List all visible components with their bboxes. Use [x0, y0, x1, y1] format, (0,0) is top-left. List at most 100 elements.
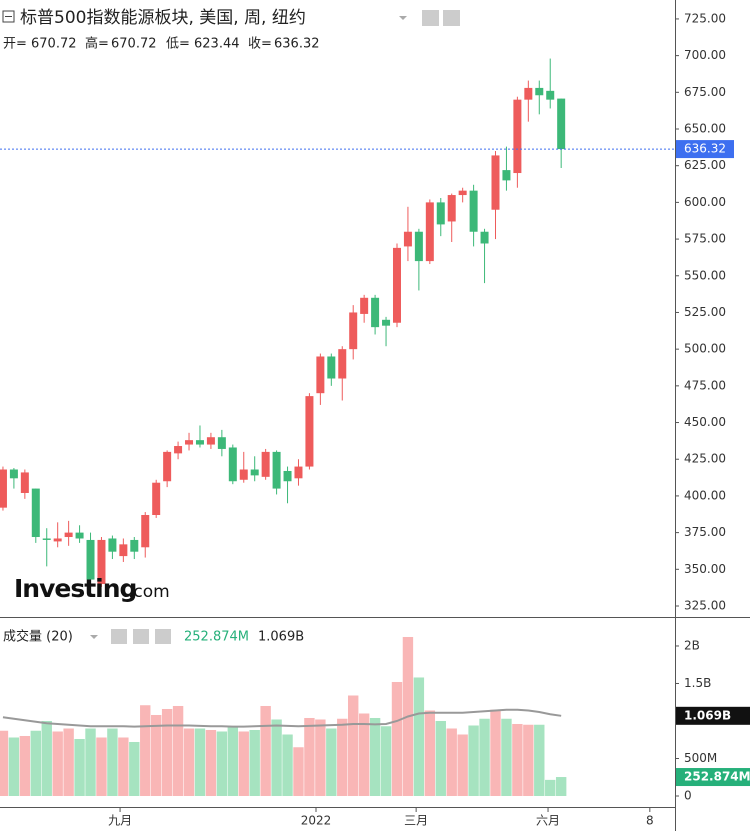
x-tick-label: 六月 [536, 814, 560, 828]
candle-body [152, 482, 161, 515]
ohlc-label: 高= [85, 36, 109, 52]
logo-suffix: .com [128, 582, 170, 602]
volume-bar [150, 714, 162, 796]
volume-bar [468, 725, 479, 796]
ohlc-value: 670.72 [31, 37, 77, 52]
volume-value: 252.874M [184, 630, 249, 645]
x-tick-label: 2022 [301, 814, 332, 828]
ma-line [2, 708, 562, 728]
candle-body [42, 538, 51, 540]
volume-bar [118, 737, 129, 796]
volume-bar [358, 713, 370, 796]
candle-body [195, 440, 204, 445]
settings-icon[interactable] [443, 10, 460, 26]
volume-bar [8, 737, 20, 796]
y-tick-label: 600.00 [684, 195, 726, 209]
volume-bar [85, 728, 96, 796]
candle-body [480, 231, 489, 244]
volume-bar [490, 709, 501, 796]
y-tick-label: 0 [684, 788, 692, 802]
candle-body [360, 297, 369, 314]
candle-body [53, 538, 62, 542]
x-tick-label: 三月 [404, 814, 428, 828]
volume-bar [260, 705, 271, 796]
eye-icon[interactable] [422, 10, 439, 26]
volume-bar [271, 719, 282, 796]
candle-body [283, 470, 292, 482]
close-icon[interactable] [155, 629, 171, 644]
eye-icon[interactable] [111, 629, 127, 644]
candle-body [141, 514, 150, 548]
candle-body [382, 319, 391, 326]
y-tick-label: 350.00 [684, 562, 726, 576]
candle-body [469, 190, 478, 232]
y-tick-label: 375.00 [684, 525, 726, 539]
ohlc-label: 低= [166, 37, 190, 52]
candle-body [546, 90, 555, 100]
volume-bar [523, 724, 534, 796]
candle-body [0, 469, 7, 508]
plot: 九月 2022 三月 六月 8 325.00 350.00 375.00 400.00 425.0… [0, 11, 750, 828]
y-tick-label: 500M [684, 751, 717, 765]
candle-body [436, 202, 445, 225]
volume-bar [457, 734, 468, 796]
volume-bar [293, 747, 304, 796]
y-tick-label: 400.00 [684, 488, 726, 502]
candle-body [447, 195, 456, 222]
volume-bar [479, 718, 490, 796]
volume-bar [183, 728, 195, 796]
candle-body [327, 356, 336, 379]
volume-bar [326, 728, 337, 796]
volume-bar [129, 741, 140, 796]
volume-bar [413, 677, 425, 796]
ma-value: 1.069B [258, 630, 304, 645]
candle-body [31, 488, 40, 538]
candle-body [250, 469, 259, 476]
candle-body [371, 297, 380, 328]
dropdown-icon[interactable] [90, 635, 98, 639]
candle-body [425, 202, 434, 262]
candle-body [491, 155, 500, 210]
volume-bar [41, 720, 52, 796]
volume-bar [140, 705, 151, 796]
volume-bar [172, 705, 184, 796]
candle-body [86, 539, 95, 580]
collapse-icon[interactable] [2, 10, 15, 23]
ohlc-header: 开= 670.72 高= 670.72 低= 623.44 收= 636.32 [3, 36, 320, 52]
y-tick-label: 500.00 [684, 342, 726, 356]
candle-body [261, 451, 270, 477]
candle-body [349, 312, 358, 350]
candle-body [217, 437, 226, 449]
volume-bar [205, 729, 217, 796]
volume-bar [391, 681, 403, 796]
volume-bar [424, 710, 436, 796]
price-label: 636.32 [684, 142, 726, 156]
volume-bar [545, 779, 556, 796]
volume-bar [348, 695, 359, 796]
candle-body [524, 87, 533, 100]
ohlc-label: 收= [248, 37, 272, 52]
volume-bar [380, 726, 392, 796]
current-value-label: 1.069B [684, 708, 731, 722]
volume-bar [238, 731, 249, 796]
volume-bar [194, 728, 206, 796]
x-tick-label: 8 [646, 814, 654, 828]
volume-bar [304, 717, 315, 796]
candle-body [185, 440, 194, 445]
y-tick-label: 725.00 [684, 11, 726, 25]
volume-bar [19, 735, 31, 796]
y-tick-label: 425.00 [684, 452, 726, 466]
settings-icon[interactable] [133, 629, 149, 644]
candle-body [64, 532, 73, 538]
volume-bar [315, 719, 326, 796]
x-tick-label: 九月 [108, 814, 132, 828]
y-tick-label: 1.5B [684, 676, 711, 690]
y-tick-label: 2B [684, 638, 700, 652]
volume-bar [161, 708, 173, 796]
volume-bar [96, 737, 107, 796]
candle-body [414, 231, 423, 262]
dropdown-icon[interactable] [399, 16, 407, 20]
volume-bar [446, 728, 457, 796]
candle-body [294, 466, 303, 479]
y-tick-label: 625.00 [684, 158, 726, 172]
